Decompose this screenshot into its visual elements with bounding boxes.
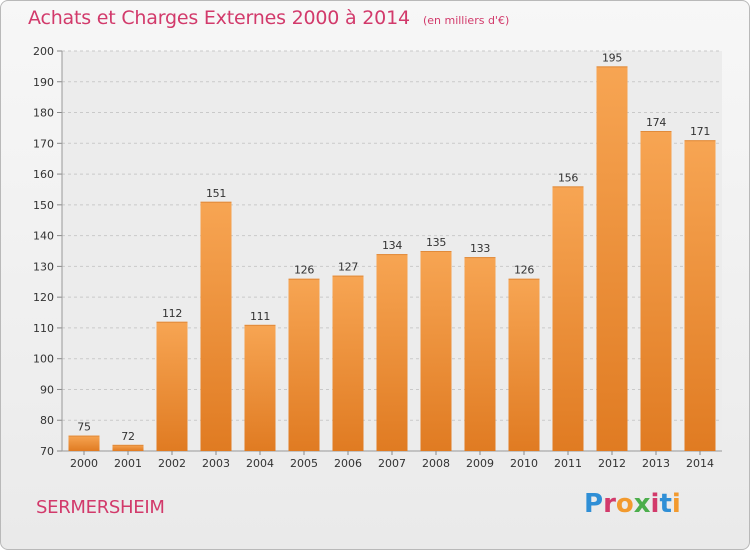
data-label: 134: [382, 239, 402, 252]
y-tick-label: 180: [33, 107, 54, 120]
x-tick-label: 2002: [158, 457, 186, 470]
x-tick-label: 2005: [290, 457, 318, 470]
y-tick-label: 130: [33, 260, 54, 273]
bar: [200, 201, 232, 451]
bar: [508, 278, 540, 451]
x-tick-label: 2011: [554, 457, 582, 470]
y-tick-label: 170: [33, 137, 54, 150]
bar: [552, 186, 584, 451]
logo-letter: P: [584, 489, 604, 519]
bar: [156, 321, 188, 451]
y-tick-label: 190: [33, 76, 54, 89]
y-tick-label: 120: [33, 291, 54, 304]
x-tick-label: 2006: [334, 457, 362, 470]
bar: [112, 444, 144, 451]
logo-letter: r: [603, 489, 616, 519]
proxiti-logo: Proxiti: [584, 489, 681, 519]
bar: [376, 254, 408, 451]
x-tick-label: 2014: [686, 457, 714, 470]
data-label: 151: [206, 187, 226, 200]
bar: [464, 257, 496, 451]
logo-letter: t: [659, 489, 672, 519]
logo-letter: i: [671, 489, 681, 519]
data-label: 156: [558, 171, 578, 184]
bar: [68, 435, 100, 451]
data-label: 111: [250, 310, 270, 323]
y-tick-label: 80: [40, 414, 54, 427]
city-name: SERMERSHEIM: [36, 497, 165, 518]
bar: [640, 131, 672, 451]
bar: [332, 275, 364, 451]
logo-letter: x: [633, 489, 651, 519]
x-tick-label: 2001: [114, 457, 142, 470]
data-label: 135: [426, 236, 446, 249]
y-tick-label: 200: [33, 45, 54, 58]
chart-subtitle: (en milliers d'€): [422, 14, 510, 27]
x-tick-label: 2008: [422, 457, 450, 470]
bar: [420, 251, 452, 451]
data-label: 174: [646, 116, 666, 129]
y-tick-label: 150: [33, 199, 54, 212]
data-label: 133: [470, 242, 490, 255]
y-tick-label: 100: [33, 353, 54, 366]
x-tick-label: 2010: [510, 457, 538, 470]
x-tick-label: 2000: [70, 457, 98, 470]
logo-letter: i: [650, 489, 660, 519]
y-tick-label: 110: [33, 322, 54, 335]
data-label: 75: [77, 421, 91, 434]
y-tick-label: 70: [40, 445, 54, 458]
data-label: 72: [121, 430, 134, 443]
data-label: 127: [338, 261, 358, 274]
bar: [244, 324, 276, 451]
bar: [596, 66, 628, 451]
bar: [288, 278, 320, 451]
data-label: 126: [294, 264, 314, 277]
chart-title: Achats et Charges Externes 2000 à 2014: [28, 7, 410, 29]
y-tick-label: 140: [33, 230, 54, 243]
y-tick-label: 90: [40, 383, 54, 396]
title-row: Achats et Charges Externes 2000 à 2014 (…: [28, 7, 509, 29]
logo-letter: o: [615, 489, 634, 519]
bar: [684, 140, 716, 451]
data-label: 126: [514, 264, 534, 277]
x-tick-label: 2003: [202, 457, 230, 470]
data-label: 112: [162, 307, 182, 320]
data-label: 171: [690, 125, 710, 138]
x-tick-label: 2004: [246, 457, 274, 470]
y-tick-label: 160: [33, 168, 54, 181]
x-tick-label: 2009: [466, 457, 494, 470]
x-tick-label: 2012: [598, 457, 626, 470]
x-tick-label: 2013: [642, 457, 670, 470]
data-label: 195: [602, 51, 622, 64]
x-tick-label: 2007: [378, 457, 406, 470]
